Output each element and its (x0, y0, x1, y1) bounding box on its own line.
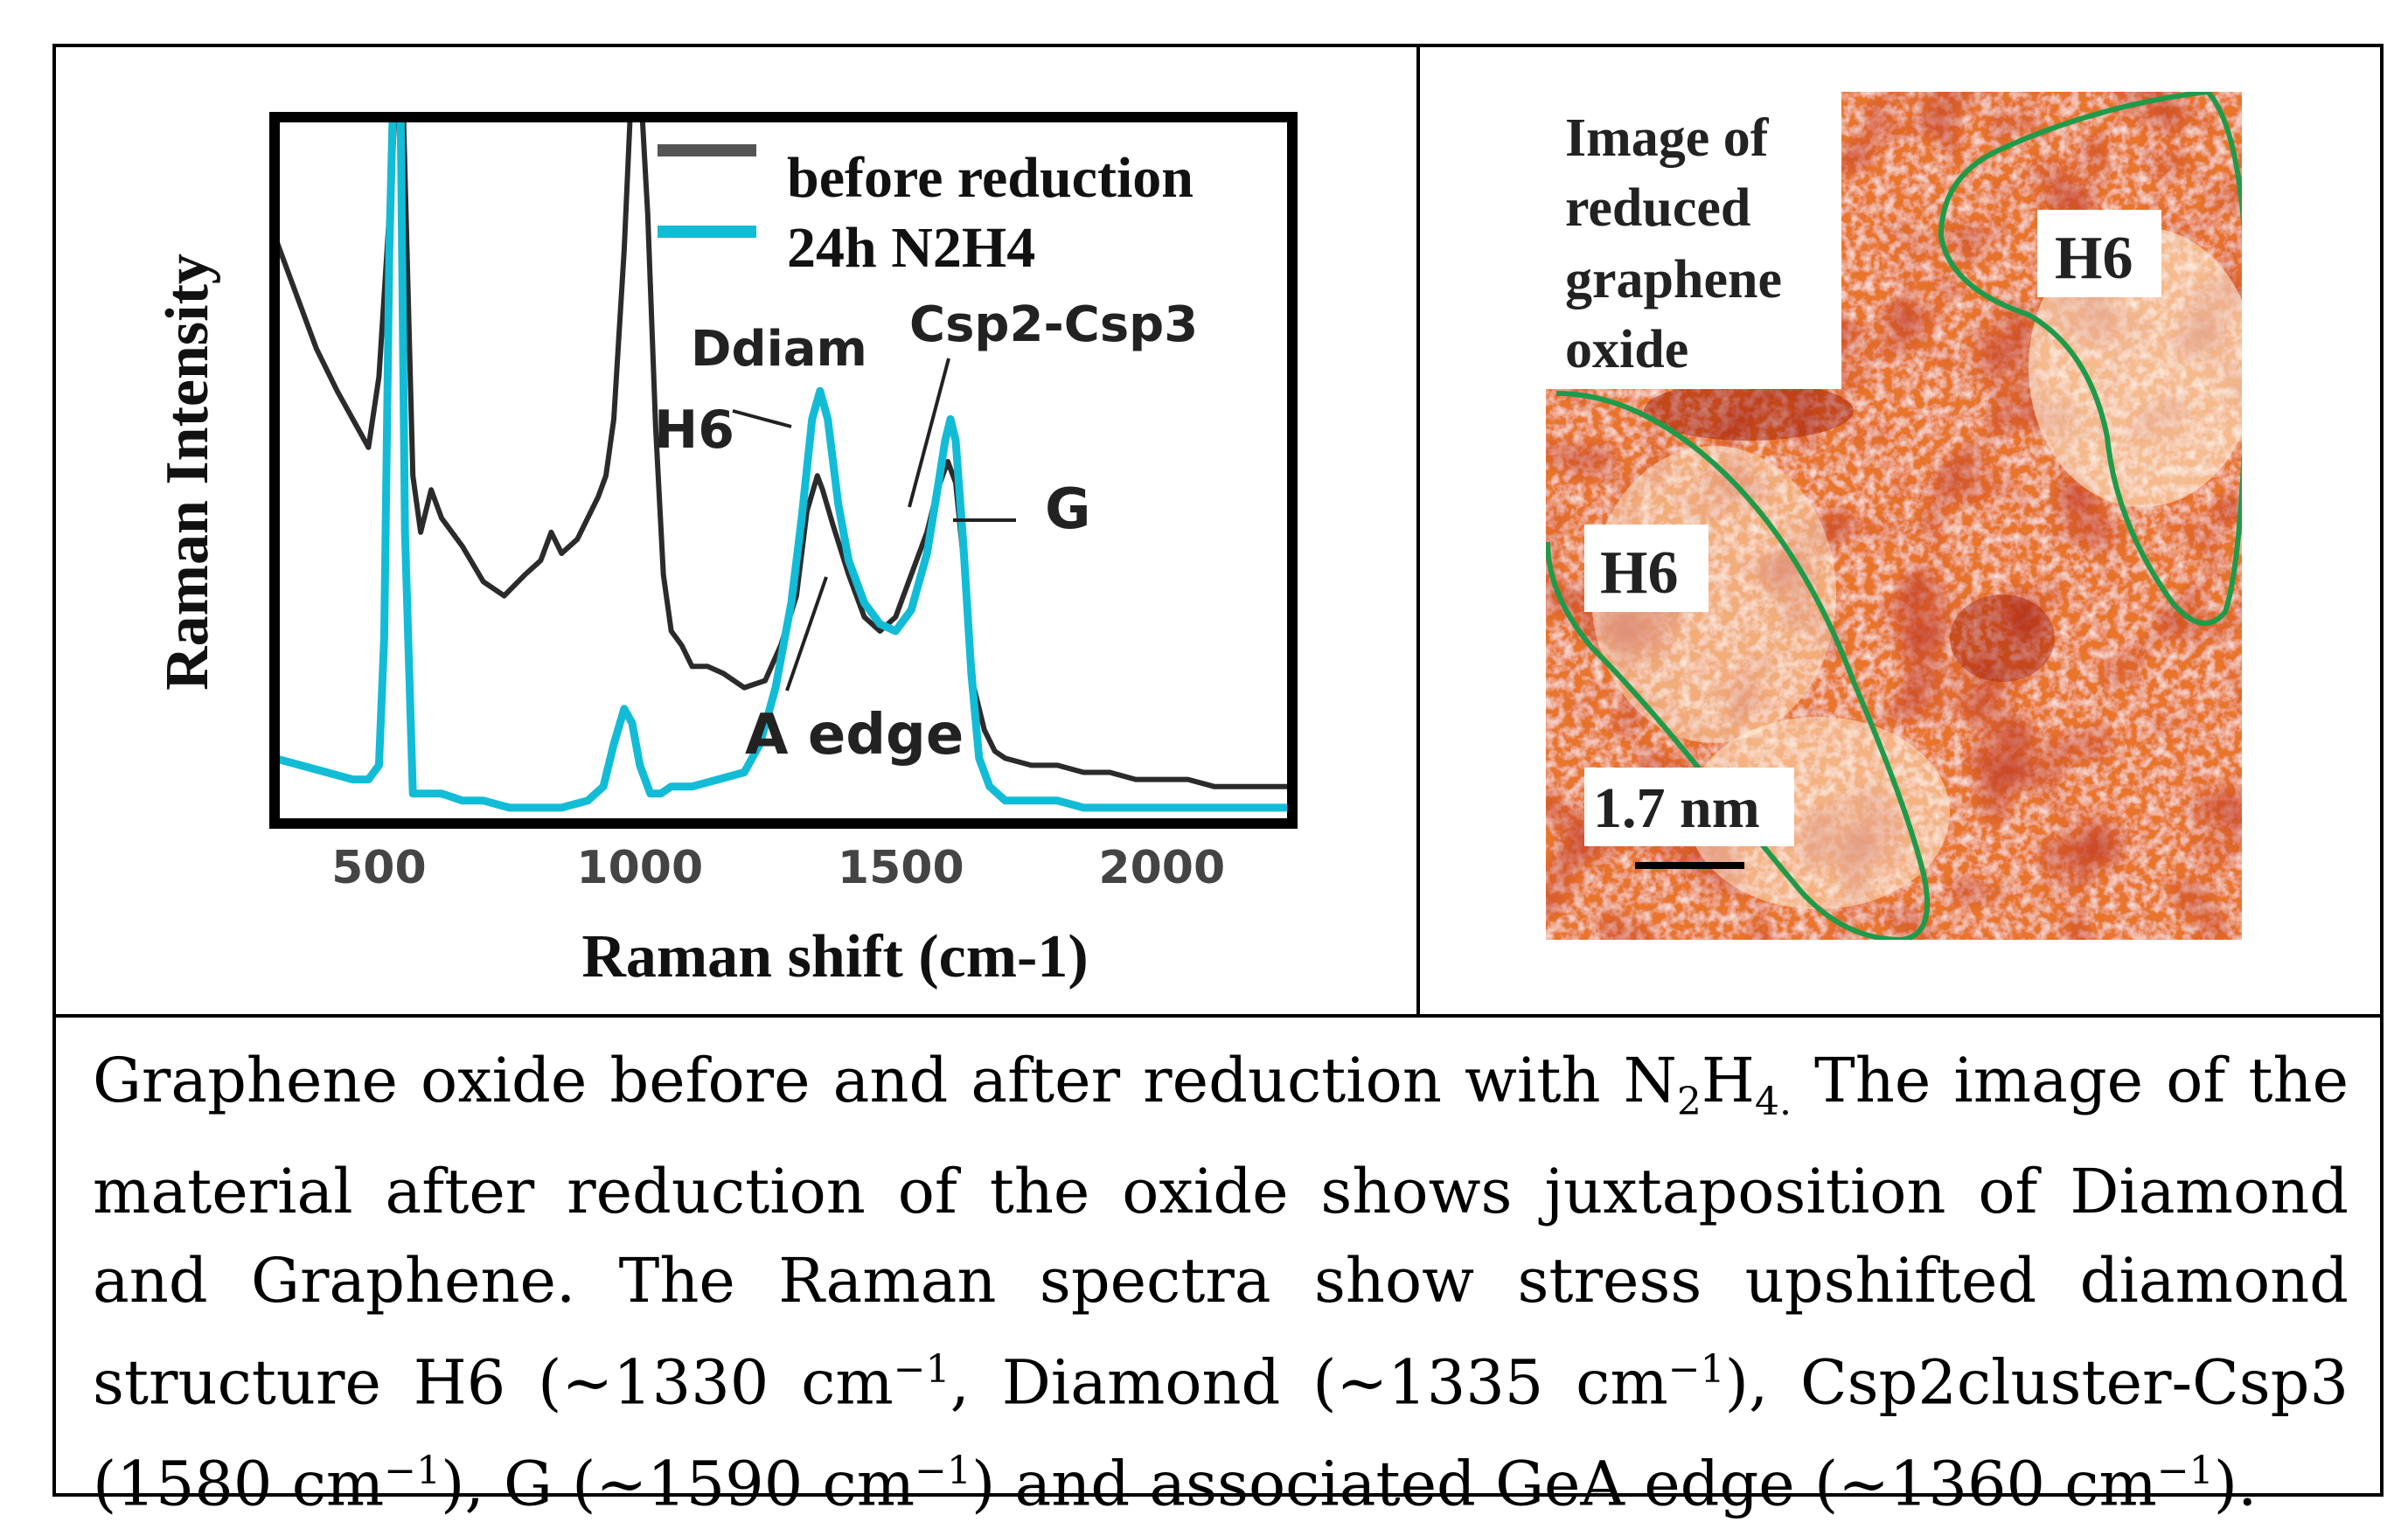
afm-label-line: oxide (1565, 320, 1688, 379)
afm-label-line: reduced (1565, 178, 1750, 238)
series-line-before-reduction (275, 121, 1289, 789)
annotation-h6: H6 (654, 400, 734, 461)
figure-caption: Graphene oxide before and after reductio… (93, 1045, 2349, 1520)
h6-label-box (1584, 525, 1709, 612)
afm-label-box (1546, 92, 1841, 389)
scale-bar-label-box (1584, 768, 1794, 846)
afm-label-line: graphene (1565, 250, 1782, 309)
h6-region-outline-top (1938, 92, 2242, 626)
pointer-a-edge (785, 576, 828, 692)
h6-region-outline-bottom (1546, 391, 1931, 940)
x-axis-title: Raman shift (cm-1) (581, 923, 1088, 990)
afm-bright-region (1688, 717, 1950, 909)
legend-label-after: 24h N2H4 (787, 216, 1035, 280)
x-tick-label: 1000 (576, 842, 703, 894)
series-line-24h-n2h4 (275, 121, 1289, 812)
plot-area (275, 117, 1292, 824)
annotation-a-edge: A edge (745, 703, 964, 768)
h6-label-bottom: H6 (1600, 539, 1678, 607)
h6-label-top: H6 (2055, 225, 2133, 292)
afm-bright-region (1591, 446, 1836, 743)
x-tick-label: 1500 (838, 842, 964, 894)
x-tick-label: 500 (331, 842, 427, 894)
pointer-csp (908, 358, 950, 508)
afm-label-line: Image of (1565, 108, 1770, 168)
pointer-h6 (732, 409, 792, 428)
afm-dark-spot (1950, 594, 2055, 682)
scale-bar-label: 1.7 nm (1593, 776, 1760, 840)
annotation-csp2-csp3: Csp2-Csp3 (909, 296, 1198, 353)
afm-image-panel: Image of reduced graphene oxide H6 H6 1.… (1546, 92, 2242, 940)
panel-divider (1416, 44, 1420, 1018)
x-tick-label: 2000 (1098, 842, 1225, 894)
x-axis-ticks: 500 1000 1500 2000 (331, 842, 1225, 894)
raman-chart: before reduction 24h N2H4 Ddiam Csp2-Csp… (154, 112, 1298, 990)
figure-frame (52, 44, 2384, 1497)
annotation-g: G (1045, 477, 1091, 542)
afm-dark-streak (1644, 381, 1854, 441)
legend-label-before: before reduction (787, 146, 1194, 210)
afm-bright-region (2029, 227, 2242, 507)
caption-divider (52, 1014, 2384, 1018)
y-axis-title: Raman Intensity (154, 254, 221, 691)
plot-border (269, 112, 1298, 829)
annotation-ddiam: Ddiam (691, 321, 867, 378)
h6-label-box (2037, 210, 2161, 297)
